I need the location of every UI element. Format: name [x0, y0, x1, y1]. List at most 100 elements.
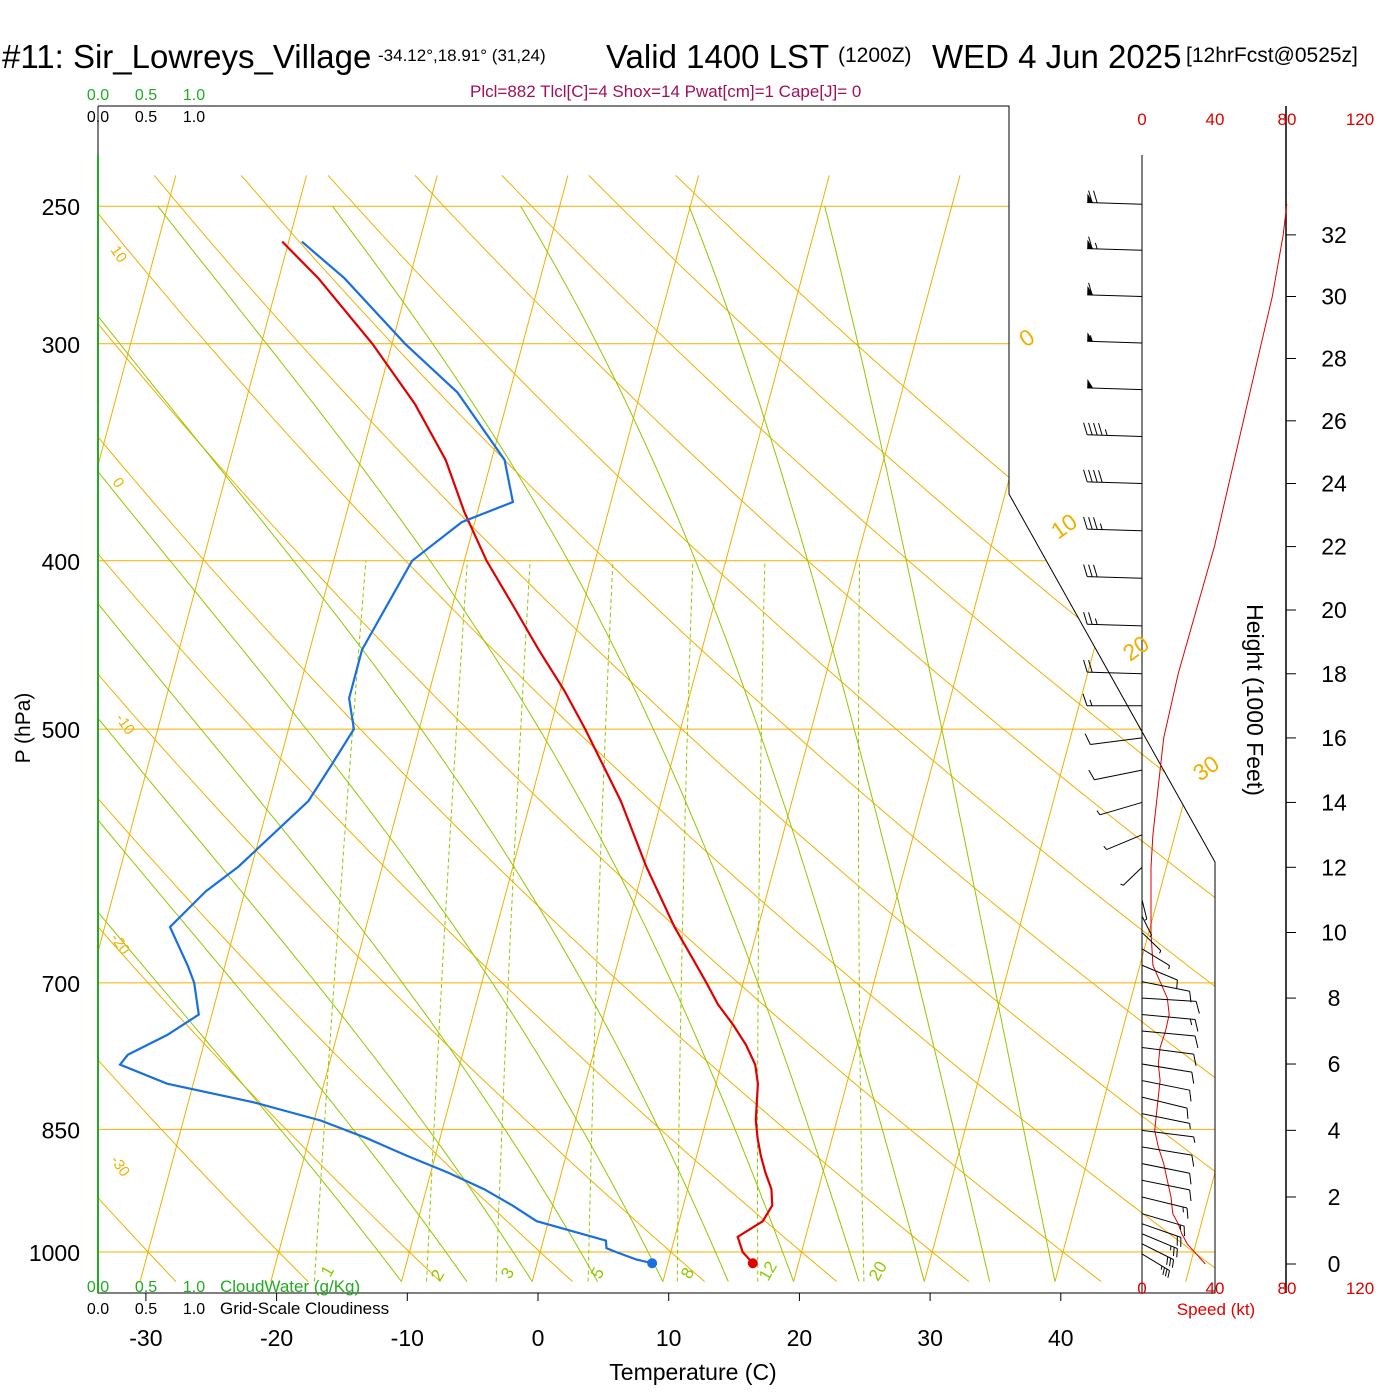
height-tick-label: 18 [1321, 661, 1347, 687]
speed-tick-bottom: 120 [1346, 1279, 1374, 1298]
wind-barb-shaft [1141, 1014, 1196, 1021]
dry-adiabat-50 [98, 175, 1215, 1283]
speed-tick-top: 40 [1206, 110, 1225, 129]
wind-barb-shaft [1141, 997, 1197, 1002]
wind-barb-flag [1088, 612, 1093, 625]
wind-speed-line [1150, 204, 1288, 1265]
dry-adiabat-10 [98, 175, 705, 1282]
pressure-tick-label: 300 [42, 332, 80, 358]
moist-adiabat-15 [98, 205, 729, 1282]
height-tick-label: 26 [1321, 408, 1347, 434]
cloudwater-tick-top: 0.0 [87, 87, 109, 104]
speed-tick-bottom: 40 [1206, 1279, 1225, 1298]
wind-barb-flag [1088, 422, 1093, 436]
wind-barb-shaft [1087, 623, 1143, 627]
surface-dewpoint-dot [647, 1258, 658, 1269]
x-tick-label: 30 [917, 1325, 943, 1351]
sounding-parameters: Plcl=882 Tlcl[C]=4 Shox=14 Pwat[cm]=1 Ca… [470, 82, 862, 101]
height-tick-label: 30 [1321, 284, 1347, 310]
mixing-ratio-2 [426, 560, 468, 1282]
wind-barb [1141, 1047, 1197, 1066]
dry-adiabat-label: -30 [107, 1153, 133, 1181]
moist-adiabat-40 [824, 206, 1056, 1282]
speed-tick-top: 120 [1346, 110, 1374, 129]
mixing-ratio-label: 2 [427, 1266, 448, 1284]
wind-barb-flag [1167, 1270, 1170, 1278]
wind-barb [1141, 997, 1200, 1014]
x-axis-title: Temperature (C) [609, 1359, 776, 1385]
height-tick-label: 8 [1328, 985, 1341, 1011]
dry-adiabat--20 [98, 175, 309, 1282]
wind-barb [1103, 834, 1143, 851]
wind-barb-half-flag [1120, 883, 1124, 886]
wind-barb-shaft [1141, 1196, 1188, 1209]
x-tick-label: -20 [260, 1325, 293, 1351]
height-tick-label: 32 [1321, 222, 1347, 248]
forecast-info: [12hrFcst@0525z] [1186, 44, 1358, 67]
wind-barb-half-flag [1144, 918, 1148, 921]
temperature-profile-line [281, 240, 774, 1264]
cloudwater-tick-bottom: 0.0 [87, 1279, 109, 1296]
wind-barb-shaft [1141, 1096, 1188, 1109]
wind-barb-shaft [1141, 981, 1190, 992]
wind-barb-shaft [1087, 528, 1143, 532]
wind-barb [1141, 1233, 1178, 1258]
wind-barb-shaft [1094, 769, 1143, 781]
pressure-tick-label: 1000 [29, 1240, 80, 1266]
wind-barb [1141, 981, 1192, 1003]
speed-tick-bottom: 0 [1137, 1279, 1146, 1298]
wind-barb-flag [1195, 1001, 1200, 1014]
wind-barb-flag [1088, 517, 1093, 530]
wind-barb [1141, 1213, 1185, 1237]
cloudiness-tick-top: 1.0 [183, 109, 205, 126]
wind-barb-half-flag [1099, 523, 1103, 530]
wind-barb-flag [1189, 991, 1192, 1003]
wind-barb [1087, 236, 1143, 251]
mixing-ratio-label: 20 [865, 1258, 891, 1284]
wind-barb-flag [1172, 1247, 1175, 1257]
wind-barb-flag [1088, 282, 1093, 296]
wind-barb-half-flag [1149, 934, 1152, 938]
wind-barb-half-flag [1189, 1018, 1193, 1026]
wind-barb-shaft [1099, 801, 1143, 816]
height-tick-label: 16 [1321, 725, 1347, 751]
dry-adiabat-80 [327, 175, 1215, 1283]
wind-barb [1083, 659, 1143, 675]
cloudiness-tick-bottom: 0.5 [135, 1301, 157, 1318]
wind-barb-shaft [1087, 248, 1143, 251]
wind-barb-flag [1093, 517, 1098, 530]
wind-barb-flag [1093, 422, 1098, 436]
cloudwater-tick-bottom: 0.5 [135, 1279, 157, 1296]
wind-barb-flag [1082, 693, 1088, 706]
wind-barb [1083, 612, 1143, 627]
wind-barb [1082, 693, 1142, 707]
wind-barb-flag [1083, 422, 1088, 435]
height-tick-label: 12 [1321, 854, 1347, 880]
wind-barb [1120, 866, 1143, 886]
pressure-tick-label: 850 [42, 1117, 80, 1143]
wind-barb-shaft [1087, 294, 1143, 297]
mixing-ratio-8 [676, 560, 694, 1282]
wind-barb-shaft [1087, 202, 1143, 205]
wind-barb-flag [1083, 564, 1088, 577]
wind-barb-flag [1164, 1268, 1168, 1277]
wind-barb [1141, 1163, 1192, 1185]
wind-barb [1141, 948, 1170, 970]
wind-barb-shaft [1141, 1129, 1194, 1138]
moist-adiabat-10 [98, 205, 664, 1282]
wind-barb-flag [1088, 564, 1093, 577]
wind-barb-shaft [1141, 1253, 1170, 1272]
dry-adiabat-110 [588, 175, 1215, 1283]
wind-barb-shaft [1141, 1213, 1185, 1227]
wind-barb-flag [1166, 1256, 1169, 1265]
wind-barb-flag [1194, 1019, 1199, 1032]
cloudiness-tick-bottom: 0.0 [87, 1301, 109, 1318]
mixing-ratio-1 [313, 560, 367, 1282]
isotherm-50 [1185, 175, 1215, 1282]
wind-barb-shaft [1141, 1223, 1182, 1238]
wind-barb-shaft [1106, 834, 1143, 851]
wind-barb-shaft [1090, 737, 1143, 745]
wind-barb-half-flag [1089, 699, 1093, 706]
wind-barb-flag [1093, 190, 1098, 203]
isotherm--30 [139, 175, 438, 1282]
